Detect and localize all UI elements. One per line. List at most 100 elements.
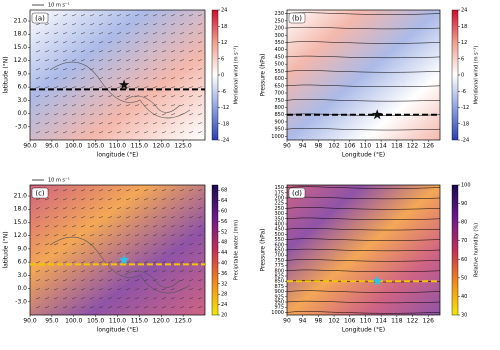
- wind-arrow: [188, 86, 194, 89]
- colorbar: [211, 9, 219, 141]
- wind-arrow: [62, 297, 68, 300]
- wind-arrow: [170, 198, 176, 201]
- x-tick-label: 122: [407, 318, 419, 325]
- wind-arrow: [35, 131, 41, 134]
- wind-arrow: [116, 261, 122, 264]
- wind-arrow: [170, 95, 176, 98]
- colorbar-tick-label: 24: [221, 8, 227, 14]
- wind-arrow: [62, 234, 68, 237]
- wind-arrow: [143, 270, 149, 273]
- y-tick-label: 400: [274, 47, 284, 53]
- wind-arrow: [170, 297, 176, 300]
- x-tick-label: 90.0: [23, 143, 37, 150]
- wind-arrow: [89, 131, 95, 134]
- wind-arrow: [143, 86, 149, 89]
- wind-arrow: [62, 113, 68, 116]
- wind-arrow: [179, 279, 185, 282]
- y-tick-label: 175: [274, 190, 284, 196]
- wind-arrow: [89, 279, 95, 282]
- wind-arrow: [179, 41, 185, 44]
- colorbar-tick-label: 90: [461, 201, 467, 207]
- wind-arrow: [116, 113, 122, 116]
- wind-arrow: [107, 50, 113, 53]
- wind-arrow: [107, 95, 113, 98]
- wind-arrow: [53, 243, 59, 246]
- wind-arrow: [143, 14, 149, 17]
- wind-arrow: [71, 95, 77, 98]
- wind-arrow: [134, 189, 140, 192]
- wind-arrow: [116, 41, 122, 44]
- wind-arrow: [188, 225, 194, 228]
- wind-arrow: [134, 279, 140, 282]
- wind-arrow: [107, 216, 113, 219]
- wind-arrow: [197, 95, 203, 98]
- wind-arrow: [107, 306, 113, 309]
- wind-arrow: [170, 113, 176, 116]
- wind-arrow: [179, 86, 185, 89]
- x-tick-label: 90: [283, 143, 291, 150]
- wind-arrow: [161, 243, 167, 246]
- y-tick-label: 775: [274, 263, 284, 269]
- wind-arrow: [125, 216, 131, 219]
- wind-arrow: [188, 104, 194, 107]
- colorbar-tick-label: 50: [461, 275, 467, 281]
- wind-arrow: [197, 86, 203, 89]
- wind-arrow: [197, 59, 203, 62]
- wind-arrow: [143, 198, 149, 201]
- y-tick-label: 12.0: [14, 57, 28, 64]
- wind-arrow: [62, 95, 68, 98]
- y-tick-label: 200: [274, 26, 284, 32]
- wind-arrow: [44, 113, 50, 116]
- wind-arrow: [71, 113, 77, 116]
- y-tick-label: 650: [274, 248, 284, 254]
- colorbar-tick-label: -18: [221, 121, 229, 127]
- wind-arrow: [134, 131, 140, 134]
- contour: [286, 84, 441, 87]
- wind-arrow: [80, 95, 86, 98]
- x-tick-label: 105.0: [87, 143, 104, 150]
- wind-arrow: [134, 288, 140, 291]
- wind-arrow: [197, 216, 203, 219]
- wind-arrow: [116, 234, 122, 237]
- wind-arrow: [62, 243, 68, 246]
- wind-arrow: [134, 41, 140, 44]
- wind-arrow: [71, 86, 77, 89]
- wind-arrow: [71, 225, 77, 228]
- wind-arrow: [71, 207, 77, 210]
- wind-arrow: [170, 279, 176, 282]
- wind-arrow: [179, 306, 185, 309]
- wind-arrow: [116, 50, 122, 53]
- wind-arrow: [161, 207, 167, 210]
- wind-arrow: [53, 86, 59, 89]
- colorbar-tick-label: -6: [461, 89, 466, 95]
- wind-arrow: [116, 131, 122, 134]
- wind-arrow: [44, 252, 50, 255]
- wind-arrow: [134, 68, 140, 71]
- wind-arrow: [170, 243, 176, 246]
- wind-arrow: [143, 113, 149, 116]
- wind-arrow: [170, 50, 176, 53]
- wind-arrow: [62, 288, 68, 291]
- wind-arrow: [197, 113, 203, 116]
- wind-arrow: [152, 59, 158, 62]
- wind-arrow: [98, 14, 104, 17]
- wind-arrow: [188, 207, 194, 210]
- wind-arrow: [35, 68, 41, 71]
- wind-arrow: [197, 207, 203, 210]
- y-tick-label: 15.0: [14, 219, 28, 226]
- wind-arrow: [116, 198, 122, 201]
- wind-arrow: [35, 95, 41, 98]
- wind-arrow: [188, 288, 194, 291]
- wind-arrow: [188, 198, 194, 201]
- wind-arrow: [80, 14, 86, 17]
- wind-arrow: [152, 41, 158, 44]
- field: [287, 10, 440, 140]
- wind-arrow: [89, 14, 95, 17]
- y-tick-label: 975: [274, 305, 284, 311]
- wind-arrow: [35, 225, 41, 228]
- wind-arrow: [116, 23, 122, 26]
- wind-arrow: [143, 95, 149, 98]
- wind-arrow: [152, 113, 158, 116]
- wind-arrow: [152, 207, 158, 210]
- y-tick-label: 9.0: [17, 70, 27, 77]
